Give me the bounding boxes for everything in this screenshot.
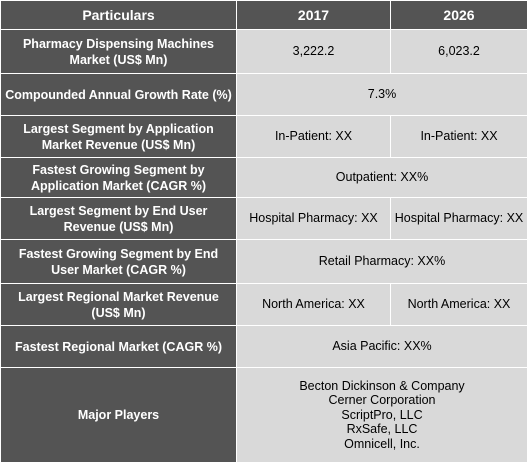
row-label: Fastest Growing Segment by End User Mark…	[1, 240, 237, 284]
row-fastest-end-user: Fastest Growing Segment by End User Mark…	[1, 240, 527, 284]
value-2026: Hospital Pharmacy: XX	[391, 198, 527, 240]
value-2017: In-Patient: XX	[237, 116, 391, 158]
row-label: Fastest Regional Market (CAGR %)	[1, 326, 237, 368]
value-2017: Hospital Pharmacy: XX	[237, 198, 391, 240]
row-fastest-application: Fastest Growing Segment by Application M…	[1, 158, 527, 198]
row-label: Pharmacy Dispensing Machines Market (US$…	[1, 30, 237, 74]
row-fastest-region: Fastest Regional Market (CAGR %) Asia Pa…	[1, 326, 527, 368]
value-2026: 6,023.2	[391, 30, 527, 74]
player-item: Becton Dickinson & Company	[240, 379, 524, 394]
row-cagr: Compounded Annual Growth Rate (%) 7.3%	[1, 74, 527, 116]
major-players-list: Becton Dickinson & Company Cerner Corpor…	[237, 368, 527, 463]
header-row: Particulars 2017 2026	[1, 1, 527, 30]
header-particulars: Particulars	[1, 1, 237, 30]
row-label: Largest Segment by End User Revenue (US$…	[1, 198, 237, 240]
row-label: Major Players	[1, 368, 237, 463]
row-label: Fastest Growing Segment by Application M…	[1, 158, 237, 198]
header-year-2026: 2026	[391, 1, 527, 30]
row-label: Largest Segment by Application Market Re…	[1, 116, 237, 158]
header-year-2017: 2017	[237, 1, 391, 30]
value-merged: Retail Pharmacy: XX%	[237, 240, 527, 284]
value-2017: 3,222.2	[237, 30, 391, 74]
row-major-players: Major Players Becton Dickinson & Company…	[1, 368, 527, 463]
value-merged: 7.3%	[237, 74, 527, 116]
row-label: Largest Regional Market Revenue (US$ Mn)	[1, 284, 237, 326]
value-merged: Asia Pacific: XX%	[237, 326, 527, 368]
value-merged: Outpatient: XX%	[237, 158, 527, 198]
player-item: Cerner Corporation	[240, 393, 524, 408]
row-largest-end-user: Largest Segment by End User Revenue (US$…	[1, 198, 527, 240]
value-2017: North America: XX	[237, 284, 391, 326]
row-label: Compounded Annual Growth Rate (%)	[1, 74, 237, 116]
player-item: RxSafe, LLC	[240, 422, 524, 437]
value-2026: North America: XX	[391, 284, 527, 326]
row-largest-application: Largest Segment by Application Market Re…	[1, 116, 527, 158]
row-largest-region: Largest Regional Market Revenue (US$ Mn)…	[1, 284, 527, 326]
value-2026: In-Patient: XX	[391, 116, 527, 158]
player-item: Omnicell, Inc.	[240, 437, 524, 452]
row-market-size: Pharmacy Dispensing Machines Market (US$…	[1, 30, 527, 74]
player-item: ScriptPro, LLC	[240, 408, 524, 423]
